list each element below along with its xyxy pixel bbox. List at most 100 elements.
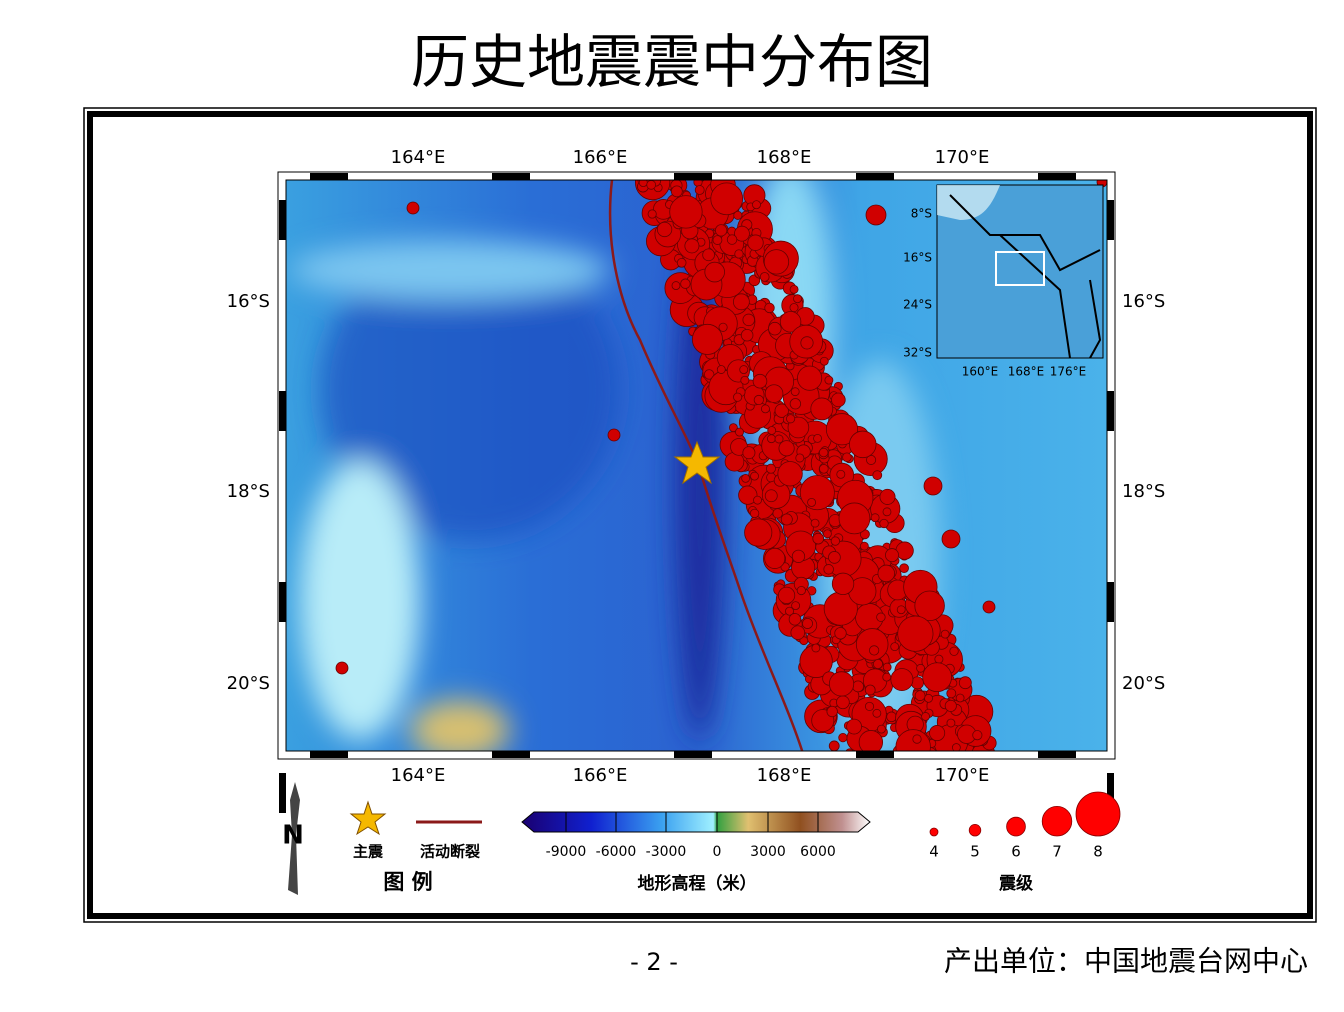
earthquake bbox=[846, 718, 862, 735]
earthquake bbox=[779, 311, 802, 333]
earthquake bbox=[869, 645, 880, 656]
earthquake bbox=[767, 434, 776, 444]
earthquake bbox=[879, 488, 896, 505]
earthquake bbox=[760, 404, 770, 414]
earthquake bbox=[823, 529, 832, 539]
earthquake bbox=[877, 724, 886, 734]
earthquake bbox=[759, 272, 770, 282]
frame-tick bbox=[492, 173, 530, 180]
earthquake bbox=[951, 743, 961, 751]
earthquake bbox=[789, 284, 799, 294]
earthquake bbox=[753, 495, 762, 505]
earthquake bbox=[733, 210, 743, 220]
earthquake bbox=[789, 398, 802, 410]
earthquake bbox=[828, 551, 841, 564]
title: 历史地震震中分布图 bbox=[411, 28, 933, 96]
magnitude-label: 8 bbox=[1093, 843, 1103, 861]
earthquake bbox=[742, 313, 755, 327]
earthquake bbox=[670, 185, 683, 198]
earthquake bbox=[813, 433, 822, 443]
earthquake bbox=[866, 454, 877, 465]
magnitude-label: 震级 bbox=[998, 873, 1033, 894]
earthquake bbox=[772, 508, 783, 519]
earthquake bbox=[741, 473, 751, 483]
earthquake bbox=[944, 699, 957, 712]
magnitude-label: 4 bbox=[929, 843, 939, 861]
frame-tick bbox=[1107, 200, 1114, 240]
source: 产出单位：中国地震台网中心 bbox=[944, 945, 1308, 978]
earthquake bbox=[796, 585, 806, 596]
legend-star bbox=[349, 800, 387, 836]
frame-tick bbox=[310, 751, 348, 758]
earthquake bbox=[764, 547, 786, 569]
earthquake bbox=[656, 221, 673, 238]
earthquake bbox=[852, 680, 864, 693]
earthquake bbox=[703, 369, 715, 380]
earthquake bbox=[897, 615, 934, 652]
colorbar-tick-label: 6000 bbox=[800, 844, 836, 860]
earthquake bbox=[785, 606, 794, 616]
earthquake bbox=[774, 403, 789, 418]
earthquake bbox=[941, 529, 961, 549]
earthquake bbox=[797, 365, 823, 391]
earthquake bbox=[872, 708, 882, 718]
earthquake bbox=[877, 564, 896, 583]
lat-label-right: 16°S bbox=[1122, 291, 1165, 312]
frame-tick bbox=[1038, 751, 1076, 758]
magnitude-label: 7 bbox=[1052, 843, 1062, 861]
earthquake bbox=[914, 590, 945, 622]
inset-lat-label: 8°S bbox=[911, 207, 932, 221]
earthquake bbox=[763, 249, 790, 275]
frame-tick bbox=[279, 200, 286, 240]
earthquake bbox=[831, 392, 846, 408]
inner-frame bbox=[87, 111, 1313, 919]
colorbar-tick-label: -3000 bbox=[646, 844, 687, 860]
earthquake bbox=[882, 672, 892, 682]
compass-label: N bbox=[282, 821, 304, 851]
earthquake bbox=[810, 518, 820, 528]
earthquake bbox=[807, 497, 817, 507]
earthquake bbox=[912, 734, 922, 744]
earthquake bbox=[780, 513, 793, 526]
magnitude-circle bbox=[1006, 816, 1026, 837]
earthquake bbox=[972, 730, 983, 741]
mainshock-label: 主震 bbox=[353, 843, 384, 861]
colorbar-tick-label: -6000 bbox=[596, 844, 637, 860]
frame-tick bbox=[1107, 582, 1114, 622]
earthquake bbox=[885, 548, 900, 563]
frame-tick bbox=[279, 773, 286, 813]
earthquake bbox=[740, 328, 754, 342]
earthquake bbox=[750, 471, 759, 481]
earthquake bbox=[929, 725, 946, 742]
earthquake bbox=[671, 281, 681, 290]
inset-body bbox=[937, 185, 1102, 358]
earthquake bbox=[738, 485, 758, 505]
earthquake bbox=[864, 684, 876, 696]
earthquake bbox=[876, 612, 886, 622]
earthquake bbox=[716, 365, 726, 374]
earthquake bbox=[752, 200, 761, 210]
fault-label: 活动断裂 bbox=[420, 843, 480, 861]
earthquake bbox=[733, 392, 743, 402]
earthquake bbox=[742, 446, 756, 460]
earthquake bbox=[982, 600, 996, 614]
earthquake bbox=[828, 671, 855, 697]
inset-lat-label: 24°S bbox=[903, 298, 932, 312]
earthquake bbox=[795, 453, 805, 463]
earthquakes bbox=[335, 180, 1107, 751]
earthquake bbox=[858, 730, 884, 751]
lat-label-left: 20°S bbox=[227, 673, 270, 694]
inset-lat-label: 32°S bbox=[903, 346, 932, 360]
earthquake bbox=[958, 676, 972, 690]
earthquake bbox=[646, 180, 657, 190]
earthquake bbox=[955, 693, 965, 703]
earthquake bbox=[777, 586, 796, 604]
earthquake bbox=[818, 447, 829, 458]
earthquake bbox=[838, 732, 848, 743]
earthquake bbox=[879, 518, 889, 529]
earthquake bbox=[684, 238, 700, 254]
earthquake bbox=[669, 195, 703, 229]
lon-label-top: 168°E bbox=[757, 147, 812, 168]
earthquake bbox=[825, 413, 859, 446]
earthquake bbox=[788, 613, 802, 626]
